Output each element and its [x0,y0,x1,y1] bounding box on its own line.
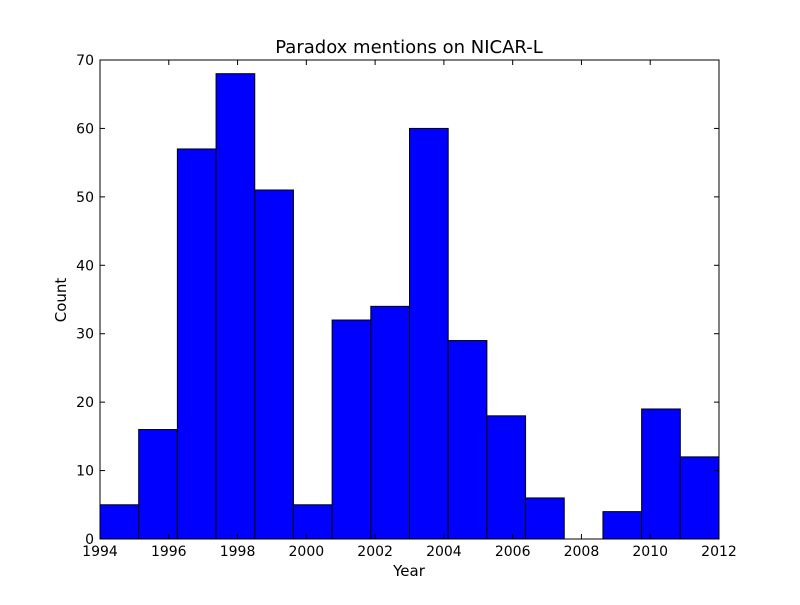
plot-frame [99,59,720,540]
x-tick-label-7: 2008 [564,544,600,560]
histogram-bar-4 [254,189,294,540]
histogram-bar-9 [447,340,488,540]
y-tick-label-0: 0 [85,532,94,548]
histogram-bar-1 [138,429,178,540]
histogram-bar-10 [486,415,527,540]
y-tick-label-3: 30 [76,327,94,343]
y-tick-label-7: 70 [76,53,94,69]
histogram-bar-11 [525,497,565,540]
x-tick-label-2: 1998 [220,544,256,560]
x-tick-label-8: 2010 [632,544,668,560]
y-tick-label-6: 60 [76,121,94,137]
x-tick-label-6: 2006 [495,544,531,560]
x-axis-label: Year [392,562,426,580]
x-tick-label-9: 2012 [701,544,737,560]
y-tick-label-1: 10 [76,464,94,480]
x-tick-label-4: 2002 [357,544,393,560]
y-tick-label-4: 40 [76,258,94,274]
y-axis-label: Count [52,278,70,323]
y-tick-label-5: 50 [76,190,94,206]
ticks-group: 1994 1996 1998 2000 2002 2004 2006 2008 2010 2012… [76,53,737,560]
bars-group [99,73,720,540]
x-tick-label-0: 1994 [82,544,118,560]
histogram-bar-13 [602,511,643,540]
histogram-bar-6 [331,319,372,540]
histogram-bar-15 [679,456,720,540]
histogram-bar-0 [99,504,140,540]
histogram-bar-5 [292,504,333,540]
histogram-bar-3 [215,73,256,540]
y-tick-label-2: 20 [76,395,94,411]
chart-title: Paradox mentions on NICAR-L [275,37,542,58]
x-tick-label-3: 2000 [289,544,325,560]
histogram-bar-7 [370,305,410,540]
x-tick-label-5: 2004 [426,544,462,560]
histogram-bar-2 [176,148,217,540]
histogram-bar-8 [409,127,449,540]
x-tick-label-1: 1996 [151,544,187,560]
histogram-bar-14 [641,408,681,540]
